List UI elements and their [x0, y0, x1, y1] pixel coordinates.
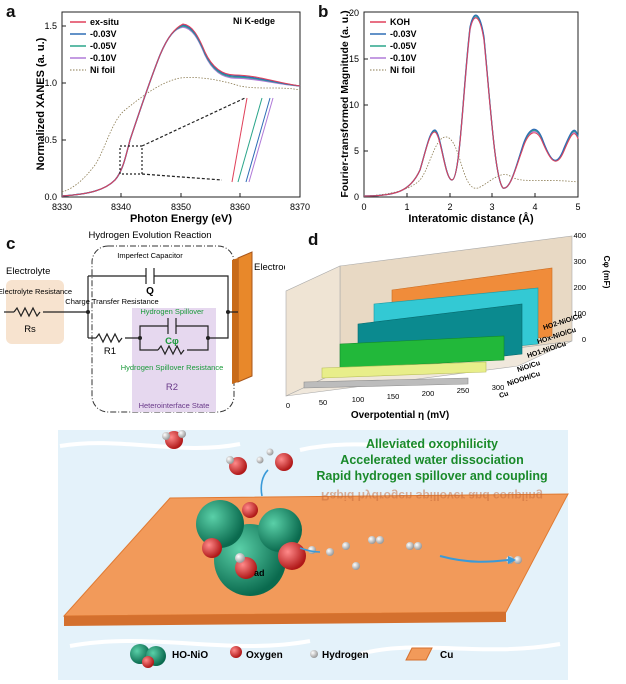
b-ytick-4: 20: [349, 8, 359, 18]
b-legend-1: -0.03V: [390, 29, 417, 39]
e-line1: Alleviated oxophilicity: [366, 437, 498, 451]
d-xtick-5: 250: [457, 386, 470, 395]
a-legend-1: -0.03V: [90, 29, 117, 39]
e-line2: Accelerated water dissociation: [340, 453, 523, 467]
c-charge-transfer: Charge Transfer Resistance: [65, 297, 158, 306]
e-legend-hydrogen: Hydrogen: [322, 650, 369, 661]
panel-d-letter: d: [308, 230, 319, 249]
d-series-5: [303, 377, 469, 389]
b-xtick-4: 4: [532, 202, 537, 212]
c-electrode: Electrode: [254, 262, 285, 273]
c-r1: R1: [104, 346, 116, 357]
c-cphi: Cφ: [165, 336, 179, 347]
c-electrolyte-resistance: Electrolyte Resistance: [0, 287, 72, 296]
panel-c-letter: c: [6, 234, 16, 253]
a-xlabel: Photon Energy (eV): [130, 213, 232, 225]
b-ytick-1: 5: [354, 146, 359, 156]
a-xtick-4: 8370: [290, 202, 310, 212]
a-legend-4: Ni foil: [90, 65, 115, 75]
cphi-3d-chart: 0 50 100 150 200 250 300 Overpotential η…: [285, 231, 612, 421]
d-xtick-3: 150: [387, 392, 400, 401]
b-xtick-3: 3: [489, 202, 494, 212]
d-ztick-3: 300: [573, 257, 586, 266]
a-ytick-0: 0.0: [44, 192, 57, 202]
b-ytick-0: 0: [354, 192, 359, 202]
a-curve-nifoil: [61, 77, 301, 193]
panel-a-letter: a: [6, 2, 16, 21]
d-series-3: [339, 335, 505, 369]
ft-chart: 0 5 10 15 20 0 1 2 3 4 5 Interatomic dis…: [339, 8, 581, 225]
a-ytick-1: 0.5: [44, 135, 57, 145]
a-ytick-3: 1.5: [44, 21, 57, 31]
a-zoom-box: [119, 145, 143, 175]
a-xtick-2: 8350: [171, 202, 191, 212]
b-legend-0: KOH: [390, 17, 410, 27]
c-q: Q: [146, 286, 154, 297]
b-legend-2: -0.05V: [390, 41, 417, 51]
a-xtick-0: 8330: [52, 202, 72, 212]
c-electrolyte: Electrolyte: [6, 266, 50, 277]
d-xtick-6: 300: [492, 383, 505, 392]
d-label-4: NiOOH/Cu: [506, 371, 541, 388]
d-series-4: [321, 361, 487, 379]
hetero-region: [132, 308, 216, 412]
e-legend-honio: HO-NiO: [172, 650, 208, 661]
b-xtick-1: 1: [404, 202, 409, 212]
b-xtick-2: 2: [447, 202, 452, 212]
e-line3-reflection: Rapid hydrogen spillover and coupling: [321, 489, 543, 503]
panel-b-letter: b: [318, 2, 329, 21]
a-edge-label: Ni K-edge: [233, 16, 275, 26]
c-hs: Hydrogen Spillover: [140, 307, 204, 316]
d-label-5: Cu: [498, 390, 509, 400]
a-legend-3: -0.10V: [90, 53, 117, 63]
d-xlabel: Overpotential η (mV): [351, 410, 449, 421]
e-line3: Rapid hydrogen spillover and coupling: [316, 469, 547, 483]
d-ztick-1: 100: [573, 309, 586, 318]
d-xtick-2: 100: [352, 395, 365, 404]
a-legend-0: ex-situ: [90, 17, 119, 27]
a-zoom-exsitu: [231, 97, 248, 183]
circuit-diagram: Hydrogen Evolution Reaction Electrolyte …: [0, 230, 285, 413]
electrode-plate: [237, 251, 253, 383]
b-ytick-3: 15: [349, 54, 359, 64]
e-ad-label: ad: [254, 568, 265, 578]
xanes-frame: [61, 11, 301, 198]
c-hetero: Heterointerface State: [139, 401, 210, 410]
a-legend-2: -0.05V: [90, 41, 117, 51]
b-legend-3: -0.10V: [390, 53, 417, 63]
b-xtick-5: 5: [575, 202, 580, 212]
c-title: Hydrogen Evolution Reaction: [88, 230, 211, 241]
b-curve-nifoil: [363, 136, 579, 197]
b-ytick-2: 10: [349, 100, 359, 110]
a-ytick-2: 1.0: [44, 78, 57, 88]
d-ztick-2: 200: [573, 283, 586, 292]
e-legend-oxygen: Oxygen: [246, 650, 283, 661]
b-legend-4: Ni foil: [390, 65, 415, 75]
b-xlabel: Interatomic distance (Å): [408, 212, 534, 225]
b-xtick-0: 0: [361, 202, 366, 212]
d-ztick-4: 400: [573, 231, 586, 240]
d-xtick-1: 50: [319, 398, 327, 407]
d-xtick-0: 0: [286, 401, 290, 410]
c-rs: Rs: [24, 324, 36, 335]
c-hs-resistance: Hydrogen Spillover Resistance: [121, 363, 224, 372]
c-r2: R2: [166, 382, 178, 393]
a-xtick-1: 8340: [111, 202, 131, 212]
d-zlabel: Cφ (mF): [602, 256, 612, 289]
a-xtick-3: 8360: [230, 202, 250, 212]
d-ztick-0: 0: [582, 335, 586, 344]
d-xtick-4: 200: [422, 389, 435, 398]
a-ylabel: Normalized XANES (a. u.): [35, 37, 47, 170]
c-imperfect-capacitor: Imperfect Capacitor: [117, 251, 183, 260]
e-legend-cu: Cu: [440, 650, 453, 661]
mechanism-illustration: Alleviated oxophilicity Accelerated wate…: [58, 430, 569, 680]
a-curve-005: [61, 25, 301, 197]
b-ylabel: Fourier-transformed Magnitude (a. u.): [339, 10, 351, 197]
a-curve-exsitu: [61, 23, 301, 197]
xanes-chart: 0.0 0.5 1.0 1.5 8330 8340 8350 8360 8370…: [35, 11, 310, 225]
